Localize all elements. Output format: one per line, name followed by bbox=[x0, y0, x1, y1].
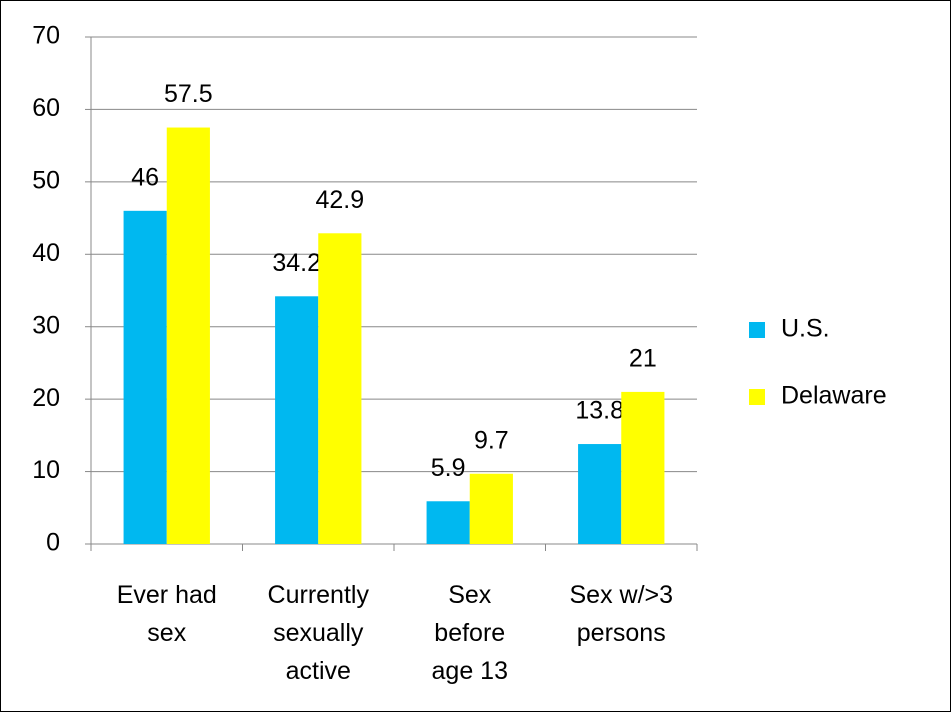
y-tick-label: 70 bbox=[32, 22, 60, 50]
x-tick-label: Sex before age 13 bbox=[432, 581, 508, 685]
value-label: 42.9 bbox=[316, 186, 365, 214]
bar bbox=[123, 210, 167, 545]
bar bbox=[621, 391, 665, 544]
bar bbox=[578, 444, 622, 544]
value-label: 9.7 bbox=[474, 426, 509, 454]
bar bbox=[275, 296, 319, 544]
legend-label: Delaware bbox=[781, 382, 887, 410]
y-tick-label: 30 bbox=[32, 311, 60, 339]
y-tick-label: 10 bbox=[32, 456, 60, 484]
value-label: 13.8 bbox=[575, 397, 624, 425]
value-label: 46 bbox=[131, 163, 159, 191]
y-tick-label: 50 bbox=[32, 166, 60, 194]
x-tick-label: Ever had sex bbox=[117, 581, 217, 647]
bar bbox=[166, 127, 210, 545]
bar bbox=[426, 501, 470, 544]
bar bbox=[318, 233, 362, 544]
y-tick-label: 20 bbox=[32, 384, 60, 412]
value-label: 21 bbox=[629, 345, 657, 373]
value-label: 5.9 bbox=[431, 454, 466, 482]
x-tick-label: Sex w/>3 persons bbox=[569, 581, 673, 647]
bar bbox=[469, 473, 513, 544]
y-tick-label: 40 bbox=[32, 239, 60, 267]
value-label: 57.5 bbox=[164, 80, 213, 108]
value-label: 34.2 bbox=[272, 249, 321, 277]
legend-swatch bbox=[749, 322, 765, 338]
y-tick-label: 0 bbox=[46, 529, 60, 557]
legend-label: U.S. bbox=[781, 315, 830, 343]
y-tick-label: 60 bbox=[32, 94, 60, 122]
x-tick-label: Currently sexually active bbox=[268, 581, 370, 685]
legend-swatch bbox=[749, 389, 765, 405]
